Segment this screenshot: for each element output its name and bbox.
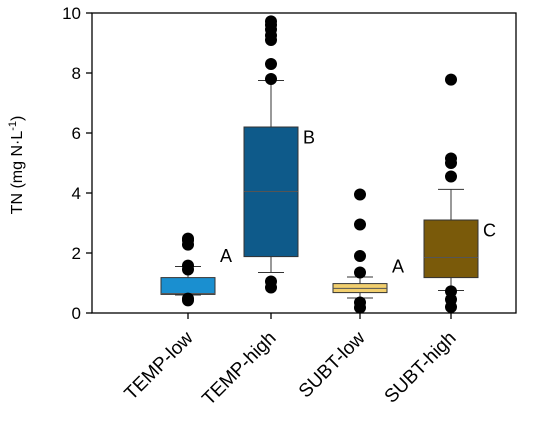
outlier-point	[354, 188, 366, 201]
outlier-point	[182, 259, 194, 272]
box-iqr	[160, 277, 216, 295]
y-tick-label: 10	[62, 4, 81, 23]
box-temp-high: B	[243, 15, 315, 294]
x-tick-label: SUBT-low	[295, 327, 370, 402]
box-subt-low: A	[332, 188, 404, 314]
outlier-point	[265, 15, 277, 28]
outlier-point	[354, 266, 366, 279]
axes-layer	[91, 12, 517, 314]
x-tick-label: SUBT-high	[381, 328, 461, 408]
box-iqr	[423, 219, 479, 279]
significance-letter: A	[392, 257, 404, 277]
outlier-point	[182, 292, 194, 305]
y-tick-label: 2	[72, 244, 81, 263]
x-tick-label: TEMP-high	[198, 328, 280, 410]
outlier-point	[265, 275, 277, 288]
y-axis-label-main: TN (mg N·L	[9, 131, 26, 215]
y-tick-label: 4	[72, 184, 81, 203]
outlier-point	[354, 296, 366, 309]
outlier-point	[354, 218, 366, 231]
boxes-layer: A B A C	[160, 15, 496, 314]
outlier-point	[445, 73, 457, 86]
x-tick-label: TEMP-low	[121, 327, 198, 404]
y-tick-label: 8	[72, 64, 81, 83]
significance-letter: B	[303, 128, 315, 148]
y-axis-label-superscript: -1	[7, 121, 19, 131]
y-axis-label-close: )	[9, 116, 26, 121]
box-subt-high: C	[423, 73, 496, 313]
outlier-point	[354, 250, 366, 262]
outlier-point	[265, 73, 277, 85]
outlier-point	[182, 232, 194, 245]
box-temp-low: A	[160, 232, 232, 307]
y-tick-label: 0	[72, 304, 81, 323]
outlier-point	[265, 58, 277, 70]
y-axis-label: TN (mg N·L-1)	[7, 116, 26, 215]
outlier-point	[445, 170, 457, 183]
significance-letter: C	[483, 221, 496, 241]
outlier-point	[445, 152, 457, 165]
plot-frame	[91, 12, 517, 314]
significance-letter: A	[220, 246, 232, 266]
outlier-point	[445, 285, 457, 298]
y-tick-label: 6	[72, 124, 81, 143]
